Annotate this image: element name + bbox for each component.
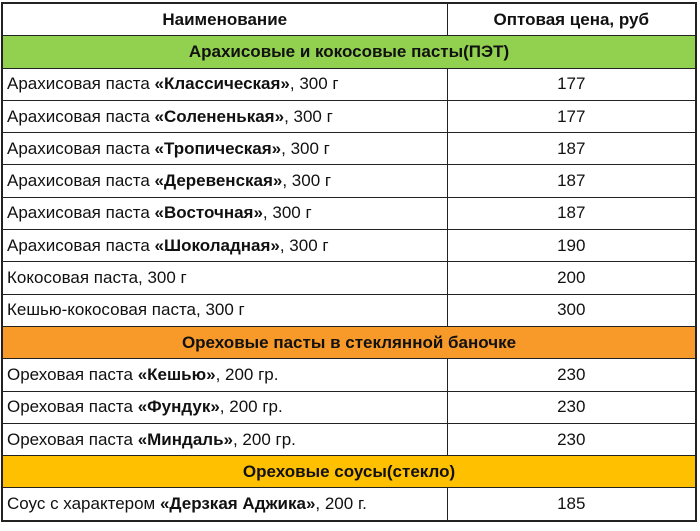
section-header-row: Ореховые соусы(стекло) bbox=[1, 455, 697, 489]
product-name-prefix: Соус с характером bbox=[7, 494, 160, 514]
product-name: Арахисовая паста «Восточная», 300 г bbox=[1, 196, 448, 231]
table-row: Ореховая паста «Миндаль», 200 гр. 230 bbox=[1, 422, 697, 457]
product-price: 230 bbox=[446, 422, 697, 457]
product-price: 187 bbox=[446, 132, 697, 166]
section-header-row: Арахисовые и кокосовые пасты(ПЭТ) bbox=[1, 35, 697, 69]
product-name-brand: «Восточная» bbox=[154, 203, 263, 223]
product-name-suffix: , 200 гр. bbox=[232, 429, 296, 449]
product-price: 200 bbox=[446, 261, 697, 295]
section-title: Ореховые соусы(стекло) bbox=[1, 455, 697, 489]
product-name-suffix: , 200 г. bbox=[315, 494, 367, 514]
section-header-row: Ореховые пасты в стеклянной баночке bbox=[1, 325, 697, 360]
product-name: Арахисовая паста «Шоколадная», 300 г bbox=[1, 229, 448, 263]
product-name: Соус с характером «Дерзкая Аджика», 200 … bbox=[1, 487, 448, 522]
table-row: Арахисовая паста «Солененькая», 300 г 177 bbox=[1, 99, 697, 134]
product-name: Арахисовая паста «Солененькая», 300 г bbox=[1, 99, 448, 134]
table-row: Ореховая паста «Фундук», 200 гр. 230 bbox=[1, 390, 697, 424]
price-table: Наименование Оптовая цена, руб Арахисовы… bbox=[1, 2, 697, 522]
product-name-suffix: , 300 г bbox=[289, 74, 339, 94]
product-price: 300 bbox=[446, 293, 697, 327]
product-name-prefix: Ореховая паста bbox=[7, 429, 138, 449]
product-name-prefix: Арахисовая паста bbox=[7, 74, 155, 94]
product-name: Арахисовая паста «Тропическая», 300 г bbox=[1, 132, 448, 166]
product-name: Кешью-кокосовая паста, 300 г bbox=[1, 293, 448, 327]
product-name-prefix: Арахисовая паста bbox=[7, 235, 155, 255]
section-title: Арахисовые и кокосовые пасты(ПЭТ) bbox=[1, 35, 697, 69]
product-name: Ореховая паста «Кешью», 200 гр. bbox=[1, 358, 448, 392]
table-row: Арахисовая паста «Тропическая», 300 г 187 bbox=[1, 132, 697, 166]
product-name-prefix: Ореховая паста bbox=[7, 364, 138, 384]
product-name-suffix: , 300 г bbox=[262, 203, 312, 223]
product-name-suffix: , 300 г bbox=[281, 138, 330, 158]
product-price: 230 bbox=[446, 390, 697, 424]
product-name-brand: «Миндаль» bbox=[137, 429, 233, 449]
product-price: 230 bbox=[446, 358, 697, 392]
product-name-prefix: Кокосовая паста, 300 г bbox=[7, 268, 187, 288]
table-row: Ореховая паста «Кешью», 200 гр. 230 bbox=[1, 358, 697, 392]
product-name-prefix: Кешью-кокосовая паста, 300 г bbox=[7, 300, 245, 320]
product-name-brand: «Тропическая» bbox=[154, 138, 282, 158]
product-name-brand: «Кешью» bbox=[137, 364, 216, 384]
product-name-suffix: , 300 г bbox=[284, 106, 333, 126]
product-name-brand: «Деревенская» bbox=[154, 171, 283, 191]
table-row: Кешью-кокосовая паста, 300 г 300 bbox=[1, 293, 697, 327]
table-row: Кокосовая паста, 300 г 200 bbox=[1, 261, 697, 295]
product-name-brand: «Дерзкая Аджика» bbox=[159, 494, 316, 514]
product-name-suffix: , 200 гр. bbox=[219, 397, 283, 417]
product-price: 177 bbox=[446, 99, 697, 134]
product-name: Арахисовая паста «Классическая», 300 г bbox=[1, 67, 448, 101]
product-name-brand: «Шоколадная» bbox=[154, 235, 280, 255]
product-price: 190 bbox=[446, 229, 697, 263]
table-row: Арахисовая паста «Деревенская», 300 г 187 bbox=[1, 164, 697, 198]
table-row: Арахисовая паста «Восточная», 300 г 187 bbox=[1, 196, 697, 231]
product-name-brand: «Солененькая» bbox=[154, 106, 285, 126]
product-price: 187 bbox=[446, 164, 697, 198]
column-header-price: Оптовая цена, руб bbox=[446, 2, 697, 37]
product-name-prefix: Арахисовая паста bbox=[7, 171, 155, 191]
product-name: Кокосовая паста, 300 г bbox=[1, 261, 448, 295]
product-name-suffix: , 300 г bbox=[282, 171, 332, 191]
section-title: Ореховые пасты в стеклянной баночке bbox=[1, 325, 697, 360]
product-name: Ореховая паста «Фундук», 200 гр. bbox=[1, 390, 448, 424]
product-price: 185 bbox=[446, 487, 697, 522]
product-name-suffix: , 200 гр. bbox=[215, 364, 279, 384]
product-name-prefix: Арахисовая паста bbox=[7, 203, 155, 223]
product-name-brand: «Фундук» bbox=[137, 397, 220, 417]
product-name-suffix: , 300 г bbox=[279, 235, 329, 255]
product-name-prefix: Арахисовая паста bbox=[7, 106, 155, 126]
header-row: Наименование Оптовая цена, руб bbox=[1, 2, 697, 37]
table-row: Арахисовая паста «Классическая», 300 г 17… bbox=[1, 67, 697, 101]
column-header-name: Наименование bbox=[1, 2, 448, 37]
product-price: 177 bbox=[446, 67, 697, 101]
product-name: Ореховая паста «Миндаль», 200 гр. bbox=[1, 422, 448, 457]
table-row: Соус с характером «Дерзкая Аджика», 200 … bbox=[1, 487, 697, 522]
product-name-prefix: Арахисовая паста bbox=[7, 138, 155, 158]
product-name: Арахисовая паста «Деревенская», 300 г bbox=[1, 164, 448, 198]
product-name-prefix: Ореховая паста bbox=[7, 397, 138, 417]
table-row: Арахисовая паста «Шоколадная», 300 г 190 bbox=[1, 229, 697, 263]
product-price: 187 bbox=[446, 196, 697, 231]
product-name-brand: «Классическая» bbox=[154, 74, 290, 94]
